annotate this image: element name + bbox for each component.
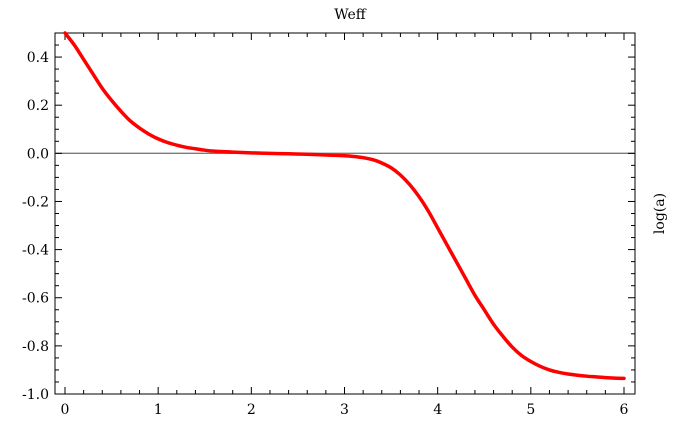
x-tick-label: 6 xyxy=(620,402,629,418)
y-tick-label: -0.6 xyxy=(22,291,49,307)
chart-title: Weff xyxy=(334,7,367,23)
y-axis-label: log(a) xyxy=(652,193,668,234)
x-tick-label: 1 xyxy=(154,402,163,418)
y-tick-label: 0.4 xyxy=(27,50,49,66)
y-tick-label: -0.8 xyxy=(22,339,49,355)
series-group xyxy=(63,31,626,381)
y-tick-label: 0.2 xyxy=(27,98,49,114)
y-tick-label: -1.0 xyxy=(22,387,49,403)
x-tick-label: 3 xyxy=(340,402,349,418)
x-tick-label: 4 xyxy=(433,402,442,418)
y-axis-label-group: log(a) xyxy=(652,193,668,234)
x-tick-label: 5 xyxy=(526,402,535,418)
y-tick-label: -0.2 xyxy=(22,194,49,210)
x-tick-label: 2 xyxy=(247,402,256,418)
tick-labels: 0 1 2 3 4 5 6 0.4 0.2 0.0 -0.2 -0.4 -0.6 -0.8 -1.0 xyxy=(22,50,629,418)
tick-marks xyxy=(55,32,635,395)
y-tick-label: 0.0 xyxy=(27,146,49,162)
series-line xyxy=(63,31,626,381)
x-tick-label: 0 xyxy=(61,402,70,418)
y-tick-label: -0.4 xyxy=(22,243,49,259)
